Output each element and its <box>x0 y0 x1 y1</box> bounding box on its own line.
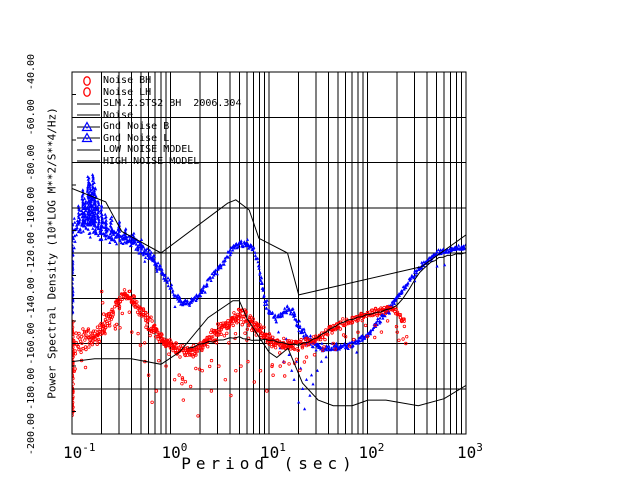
y-tick-label: -180.00 <box>26 368 37 410</box>
legend-entry: LOW NOISE MODEL <box>76 144 241 156</box>
axis-tick-labels: 10-1 100 101 102 103 -200.00 -180.00 -160.00 -14… <box>26 54 483 462</box>
legend-marker <box>76 98 103 110</box>
data-series <box>72 173 466 418</box>
legend-label: SLM.Z.STS2 BH 2006.304 <box>103 98 242 109</box>
y-tick-label: -200.00 <box>26 413 37 455</box>
y-tick-label: -140.00 <box>26 277 37 319</box>
legend-entry: HIGH NOISE MODEL <box>76 156 241 168</box>
noise-circle-marker-icon <box>83 75 91 86</box>
gnd-noise-triangle-marker-icon <box>81 132 93 143</box>
legend-marker <box>76 121 103 133</box>
x-tick-label: 102 <box>359 441 385 462</box>
x-tick-label: 103 <box>457 441 483 462</box>
series-slm-z-sts2-bh-2006-304 <box>187 252 466 349</box>
series-low-noise-model <box>72 300 466 407</box>
legend-entry: Noise BH <box>76 75 241 87</box>
x-tick-label: 100 <box>162 441 188 462</box>
legend-label: Gnd Noise L <box>103 132 170 144</box>
legend-label: Gnd Noise B <box>103 121 170 132</box>
legend-marker <box>76 75 103 87</box>
legend-marker <box>76 144 103 156</box>
legend-marker <box>76 155 103 167</box>
legend-entry: Noise LH <box>76 87 241 99</box>
x-tick-label: 101 <box>260 441 286 462</box>
legend: Noise BH Noise LH SLM.Z.STS2 BH 2006.304 No… <box>76 75 241 167</box>
y-tick-label: -100.00 <box>26 187 37 229</box>
y-tick-label: -40.00 <box>26 54 37 90</box>
y-tick-label: -120.00 <box>26 232 37 274</box>
legend-entry: Gnd Noise L <box>76 133 241 145</box>
legend-entry: Gnd Noise B <box>76 121 241 133</box>
legend-entry: SLM.Z.STS2 BH 2006.304 <box>76 98 241 110</box>
series-gnd-noise-l <box>72 288 409 418</box>
x-axis-title: Period (sec) <box>181 454 357 473</box>
y-tick-label: -160.00 <box>26 322 37 364</box>
y-tick-label: -80.00 <box>26 144 37 180</box>
legend-marker <box>76 86 103 98</box>
x-tick-label: 10-1 <box>63 441 96 462</box>
series-high-noise-model <box>72 188 466 296</box>
gnd-noise-triangle-marker-icon <box>81 121 93 131</box>
y-axis-title: Power Spectral Density (10*LOG M**2/S**4… <box>45 107 59 399</box>
legend-marker <box>76 109 103 121</box>
legend-label: Noise <box>103 109 134 121</box>
legend-label: HIGH NOISE MODEL <box>103 155 200 167</box>
y-tick-label: -60.00 <box>26 99 37 135</box>
legend-entry: Noise <box>76 110 241 122</box>
axis-ticks <box>71 71 467 435</box>
legend-label: Noise LH <box>103 86 152 98</box>
legend-marker <box>76 132 103 144</box>
legend-label: LOW NOISE MODEL <box>103 144 194 155</box>
noise-circle-marker-icon <box>83 87 91 98</box>
legend-label: Noise BH <box>103 75 152 86</box>
